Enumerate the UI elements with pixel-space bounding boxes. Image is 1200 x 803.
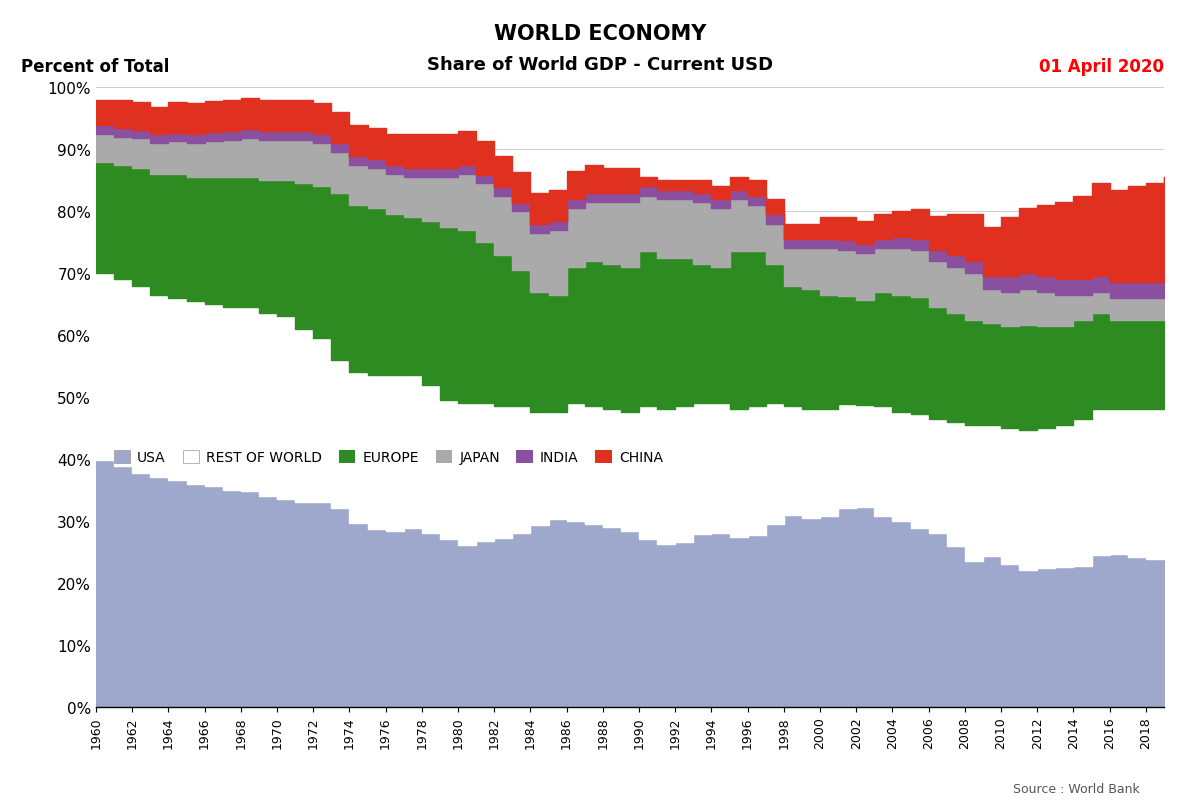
Text: Percent of Total: Percent of Total: [22, 58, 169, 76]
Text: Share of World GDP - Current USD: Share of World GDP - Current USD: [427, 56, 773, 74]
Text: Source : World Bank: Source : World Bank: [1013, 782, 1140, 795]
Text: WORLD ECONOMY: WORLD ECONOMY: [494, 24, 706, 44]
Legend: USA, REST OF WORLD, EUROPE, JAPAN, INDIA, CHINA: USA, REST OF WORLD, EUROPE, JAPAN, INDIA…: [114, 450, 662, 465]
Text: 01 April 2020: 01 April 2020: [1039, 58, 1164, 76]
